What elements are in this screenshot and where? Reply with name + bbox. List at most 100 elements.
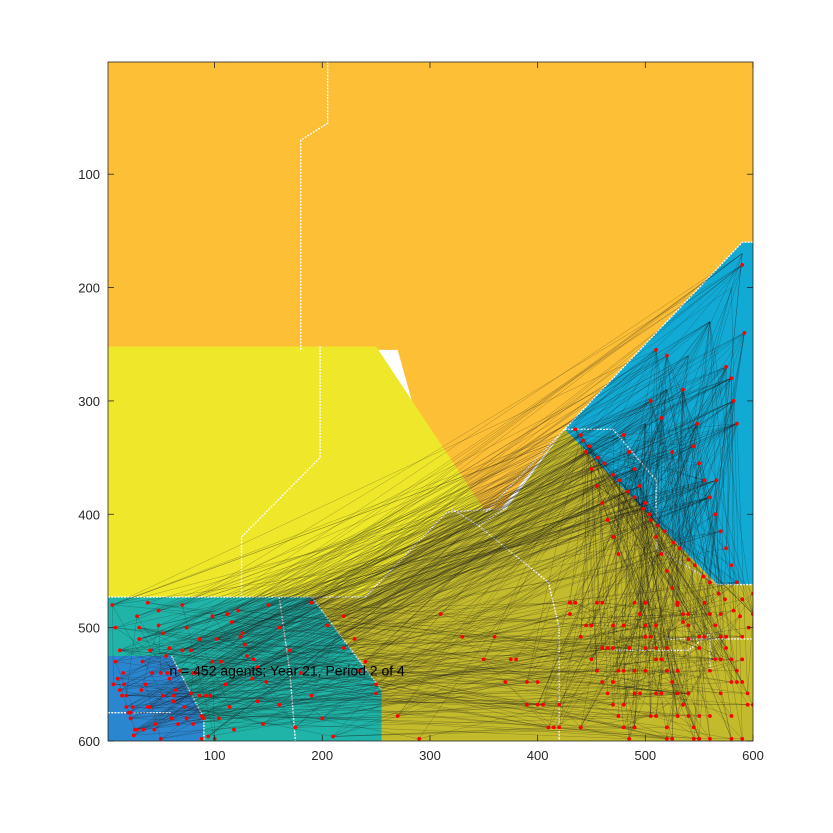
trajectory-line bbox=[171, 548, 680, 719]
agent-point bbox=[627, 736, 632, 741]
trajectory-line bbox=[244, 429, 576, 645]
agent-point bbox=[139, 688, 144, 692]
trajectory-line bbox=[634, 349, 657, 728]
trajectory-line bbox=[661, 613, 721, 660]
trajectory-line bbox=[666, 355, 711, 671]
trajectory-line bbox=[162, 636, 727, 696]
trajectory-line bbox=[634, 378, 732, 470]
trajectory-line bbox=[672, 451, 711, 615]
agent-point bbox=[647, 512, 652, 517]
trajectory-line bbox=[126, 434, 581, 708]
trajectory-line bbox=[147, 625, 657, 708]
trajectory-line bbox=[279, 497, 710, 628]
trajectory-line bbox=[682, 480, 717, 705]
trajectory-line bbox=[238, 610, 603, 649]
trajectory-line bbox=[139, 627, 678, 694]
agent-point bbox=[251, 657, 256, 662]
trajectory-line bbox=[289, 480, 717, 651]
trajectory-line bbox=[607, 434, 625, 520]
trajectory-line bbox=[628, 321, 711, 453]
trajectory-line bbox=[375, 366, 727, 694]
agent-point bbox=[670, 736, 675, 741]
agent-point bbox=[219, 659, 223, 664]
agent-point bbox=[140, 659, 145, 664]
trajectory-line bbox=[190, 582, 710, 651]
trajectory-line bbox=[591, 389, 668, 470]
trajectory-line bbox=[650, 400, 711, 615]
agent-point bbox=[189, 691, 193, 696]
trajectory-line bbox=[623, 693, 678, 728]
agent-point bbox=[654, 348, 658, 352]
trajectory-line bbox=[585, 625, 657, 660]
trajectory-line bbox=[139, 480, 705, 640]
trajectory-line bbox=[623, 434, 635, 728]
agent-point bbox=[718, 529, 723, 534]
agent-point bbox=[503, 680, 508, 684]
trajectory-line bbox=[582, 440, 700, 649]
trajectory-line bbox=[238, 468, 635, 611]
agent-point bbox=[734, 421, 739, 426]
trajectory-line bbox=[688, 463, 700, 639]
trajectory-line bbox=[731, 378, 734, 611]
trajectory-line bbox=[650, 400, 662, 660]
trajectory-line bbox=[548, 480, 705, 728]
trajectory-line bbox=[182, 423, 737, 606]
trajectory-line bbox=[216, 531, 721, 640]
agent-point bbox=[675, 714, 680, 718]
agent-point bbox=[535, 680, 540, 684]
trajectory-line bbox=[628, 451, 753, 594]
trajectory-line bbox=[623, 670, 630, 739]
trajectory-line bbox=[112, 604, 164, 696]
trajectory-line bbox=[612, 366, 727, 475]
region-boundary-13 bbox=[278, 596, 297, 741]
trajectory-line bbox=[628, 514, 716, 739]
trajectory-line bbox=[585, 602, 603, 626]
trajectory-line bbox=[158, 625, 161, 673]
trajectory-line bbox=[171, 485, 641, 719]
trajectory-line bbox=[645, 423, 678, 717]
trajectory-line bbox=[115, 633, 164, 662]
agent-point bbox=[656, 523, 661, 528]
agent-point bbox=[164, 654, 169, 658]
agent-point bbox=[742, 331, 747, 335]
trajectory-line bbox=[130, 693, 689, 713]
trajectory-line bbox=[629, 400, 734, 453]
trajectory-line bbox=[639, 485, 689, 694]
x-tick-label: 500 bbox=[634, 748, 656, 763]
trajectory-line bbox=[673, 389, 684, 543]
trajectory-line bbox=[119, 582, 737, 651]
trajectory-line bbox=[130, 502, 603, 719]
trajectory-line bbox=[483, 440, 584, 660]
trajectory-line bbox=[612, 474, 665, 532]
trajectory-line bbox=[627, 491, 753, 615]
trajectory-line bbox=[607, 613, 684, 694]
trajectory-line bbox=[208, 659, 657, 737]
trajectory-line bbox=[365, 451, 587, 662]
trajectory-line bbox=[397, 553, 662, 717]
trajectory-line bbox=[257, 440, 584, 702]
agent-point bbox=[708, 736, 712, 741]
trajectory-line bbox=[639, 451, 673, 487]
trajectory-line bbox=[212, 451, 673, 617]
trajectory-line bbox=[160, 625, 689, 739]
trajectory-line bbox=[569, 602, 700, 649]
agent-point bbox=[124, 693, 129, 698]
agent-point bbox=[309, 693, 314, 698]
trajectory-line bbox=[231, 463, 605, 623]
trajectory-line bbox=[257, 693, 657, 702]
trajectory-line bbox=[716, 480, 753, 615]
trajectory-line bbox=[147, 602, 689, 694]
trajectory-line bbox=[580, 434, 694, 447]
trajectory-line bbox=[623, 625, 657, 660]
trajectory-line bbox=[602, 366, 727, 649]
trajectory-line bbox=[666, 366, 727, 390]
trajectory-line bbox=[173, 625, 657, 696]
trajectory-line bbox=[300, 463, 605, 674]
trajectory-line bbox=[634, 468, 689, 615]
trajectory-line bbox=[175, 491, 629, 691]
trajectory-line bbox=[666, 570, 738, 671]
trajectory-line bbox=[252, 434, 581, 679]
trajectory-line bbox=[661, 332, 745, 419]
agent-point bbox=[587, 444, 592, 449]
trajectory-line bbox=[623, 287, 732, 705]
